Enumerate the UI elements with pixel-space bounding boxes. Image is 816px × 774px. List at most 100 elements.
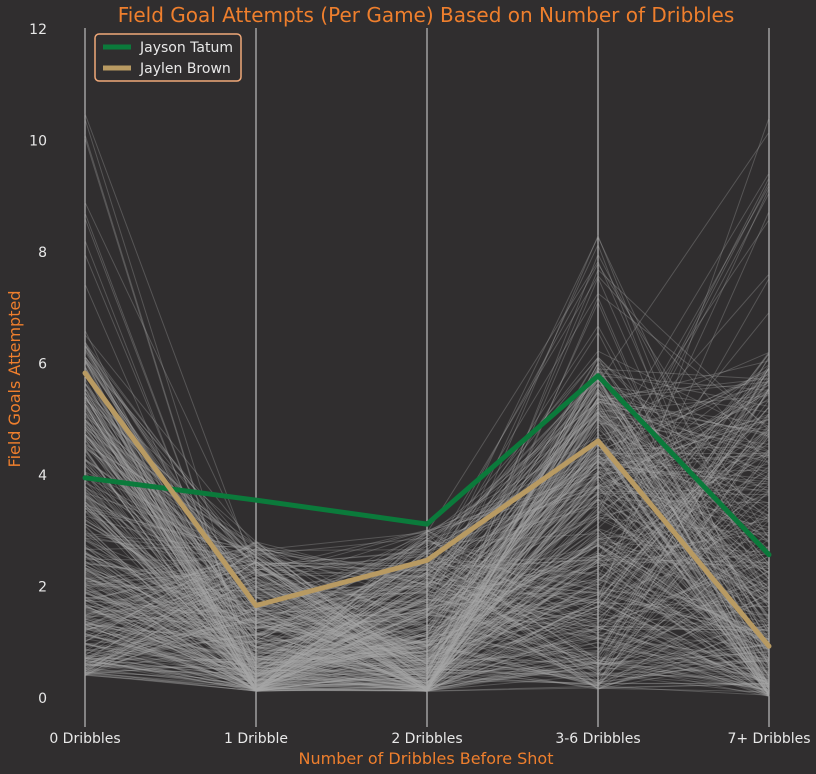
player-line	[84, 529, 770, 690]
player-line	[84, 395, 770, 682]
player-line	[84, 586, 770, 691]
player-line	[84, 641, 770, 697]
player-line	[84, 439, 770, 695]
legend-box	[94, 33, 242, 82]
player-line	[84, 388, 770, 678]
player-line	[84, 461, 770, 680]
player-line	[84, 425, 770, 690]
player-line	[84, 379, 770, 692]
player-line	[84, 428, 770, 684]
player-line	[84, 398, 770, 692]
player-line	[84, 387, 770, 692]
player-line	[84, 392, 770, 651]
player-line	[84, 465, 770, 696]
player-line	[84, 408, 770, 678]
player-line	[84, 501, 770, 687]
player-line	[84, 132, 770, 692]
chart-title: Field Goal Attempts (Per Game) Based on …	[118, 3, 734, 27]
player-line	[84, 423, 770, 651]
player-line	[84, 448, 770, 650]
player-line	[84, 550, 770, 692]
legend-label: Jayson Tatum	[139, 40, 233, 56]
player-line	[84, 173, 770, 690]
player-line	[84, 428, 770, 688]
player-line	[84, 431, 770, 685]
player-line	[84, 401, 770, 674]
player-line	[84, 505, 770, 688]
player-line	[84, 134, 770, 692]
player-line	[84, 367, 770, 692]
player-line	[84, 387, 770, 686]
player-line	[84, 433, 770, 688]
player-line	[84, 560, 770, 663]
player-line	[84, 374, 770, 652]
player-line	[84, 382, 770, 692]
player-line	[84, 401, 770, 696]
player-line	[84, 364, 770, 689]
player-line	[84, 416, 770, 691]
player-line	[84, 578, 770, 659]
player-line	[84, 573, 770, 685]
player-line	[84, 406, 770, 669]
player-line	[84, 253, 770, 692]
player-line	[84, 273, 770, 660]
player-line	[84, 334, 770, 694]
vertical-gridlines	[84, 28, 770, 727]
other-players-lines	[84, 113, 770, 697]
player-line	[84, 529, 770, 685]
player-line	[84, 423, 770, 685]
player-line	[84, 361, 770, 641]
player-line	[84, 399, 770, 690]
player-line	[84, 545, 770, 665]
player-line	[84, 423, 770, 688]
player-line	[84, 491, 770, 697]
player-line	[84, 456, 770, 697]
player-line	[84, 555, 770, 678]
player-line	[84, 382, 770, 683]
player-line	[84, 427, 770, 680]
player-line	[84, 568, 770, 675]
player-line	[84, 483, 770, 689]
player-line	[84, 378, 770, 692]
player-line	[84, 240, 770, 690]
player-line	[84, 463, 770, 661]
player-line	[84, 470, 770, 690]
player-line	[84, 496, 770, 664]
player-line	[84, 312, 770, 664]
player-line	[84, 388, 770, 692]
player-line	[84, 560, 770, 696]
player-line	[84, 378, 770, 674]
player-line	[84, 390, 770, 663]
player-line	[84, 570, 770, 668]
player-line	[84, 389, 770, 652]
player-line	[84, 390, 770, 621]
y-tick-label: 6	[38, 357, 47, 373]
player-line	[84, 412, 770, 687]
player-line	[84, 377, 770, 676]
player-line	[84, 459, 770, 667]
y-tick-label: 10	[29, 134, 47, 150]
player-line	[84, 377, 770, 697]
player-line	[84, 413, 770, 690]
player-line	[84, 418, 770, 672]
player-line	[84, 391, 770, 685]
player-line	[84, 411, 770, 686]
player-line	[84, 543, 770, 697]
player-line	[84, 436, 770, 643]
player-line	[84, 373, 770, 689]
x-tick-label: 1 Dribble	[224, 731, 288, 747]
player-line	[84, 418, 770, 675]
player-line	[84, 419, 770, 629]
player-line	[84, 539, 770, 673]
player-line	[84, 550, 770, 676]
player-line	[84, 486, 770, 696]
player-line	[84, 413, 770, 616]
player-line	[84, 342, 770, 628]
player-line	[84, 410, 770, 687]
player-line	[84, 422, 770, 686]
player-line	[84, 212, 770, 689]
player-line	[84, 558, 770, 648]
player-line	[84, 485, 770, 678]
player-line	[84, 561, 770, 697]
player-line	[84, 426, 770, 692]
